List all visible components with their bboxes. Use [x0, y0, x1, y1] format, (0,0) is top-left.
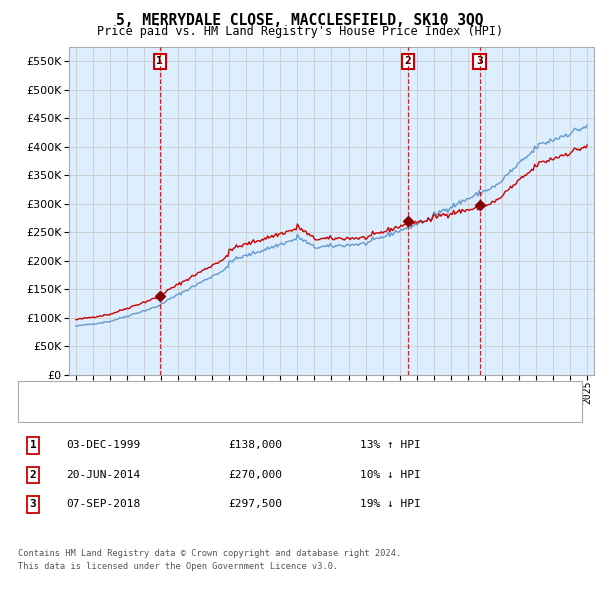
- Text: 1: 1: [157, 57, 163, 67]
- Text: HPI: Average price, detached house, Cheshire East: HPI: Average price, detached house, Ches…: [60, 405, 366, 415]
- Text: 3: 3: [29, 500, 37, 509]
- Text: 03-DEC-1999: 03-DEC-1999: [66, 441, 140, 450]
- Text: £138,000: £138,000: [228, 441, 282, 450]
- Text: 2: 2: [29, 470, 37, 480]
- Text: £270,000: £270,000: [228, 470, 282, 480]
- Text: 3: 3: [476, 57, 483, 67]
- Text: 10% ↓ HPI: 10% ↓ HPI: [360, 470, 421, 480]
- Text: 20-JUN-2014: 20-JUN-2014: [66, 470, 140, 480]
- Text: 07-SEP-2018: 07-SEP-2018: [66, 500, 140, 509]
- Text: 13% ↑ HPI: 13% ↑ HPI: [360, 441, 421, 450]
- Text: 2: 2: [404, 57, 411, 67]
- Text: Contains HM Land Registry data © Crown copyright and database right 2024.: Contains HM Land Registry data © Crown c…: [18, 549, 401, 558]
- Text: —: —: [30, 383, 47, 401]
- Text: 5, MERRYDALE CLOSE, MACCLESFIELD, SK10 3QQ (detached house): 5, MERRYDALE CLOSE, MACCLESFIELD, SK10 3…: [60, 387, 429, 397]
- Text: 5, MERRYDALE CLOSE, MACCLESFIELD, SK10 3QQ: 5, MERRYDALE CLOSE, MACCLESFIELD, SK10 3…: [116, 13, 484, 28]
- Text: 19% ↓ HPI: 19% ↓ HPI: [360, 500, 421, 509]
- Text: This data is licensed under the Open Government Licence v3.0.: This data is licensed under the Open Gov…: [18, 562, 338, 571]
- Text: £297,500: £297,500: [228, 500, 282, 509]
- Text: Price paid vs. HM Land Registry's House Price Index (HPI): Price paid vs. HM Land Registry's House …: [97, 25, 503, 38]
- Text: 1: 1: [29, 441, 37, 450]
- Text: —: —: [30, 401, 47, 419]
